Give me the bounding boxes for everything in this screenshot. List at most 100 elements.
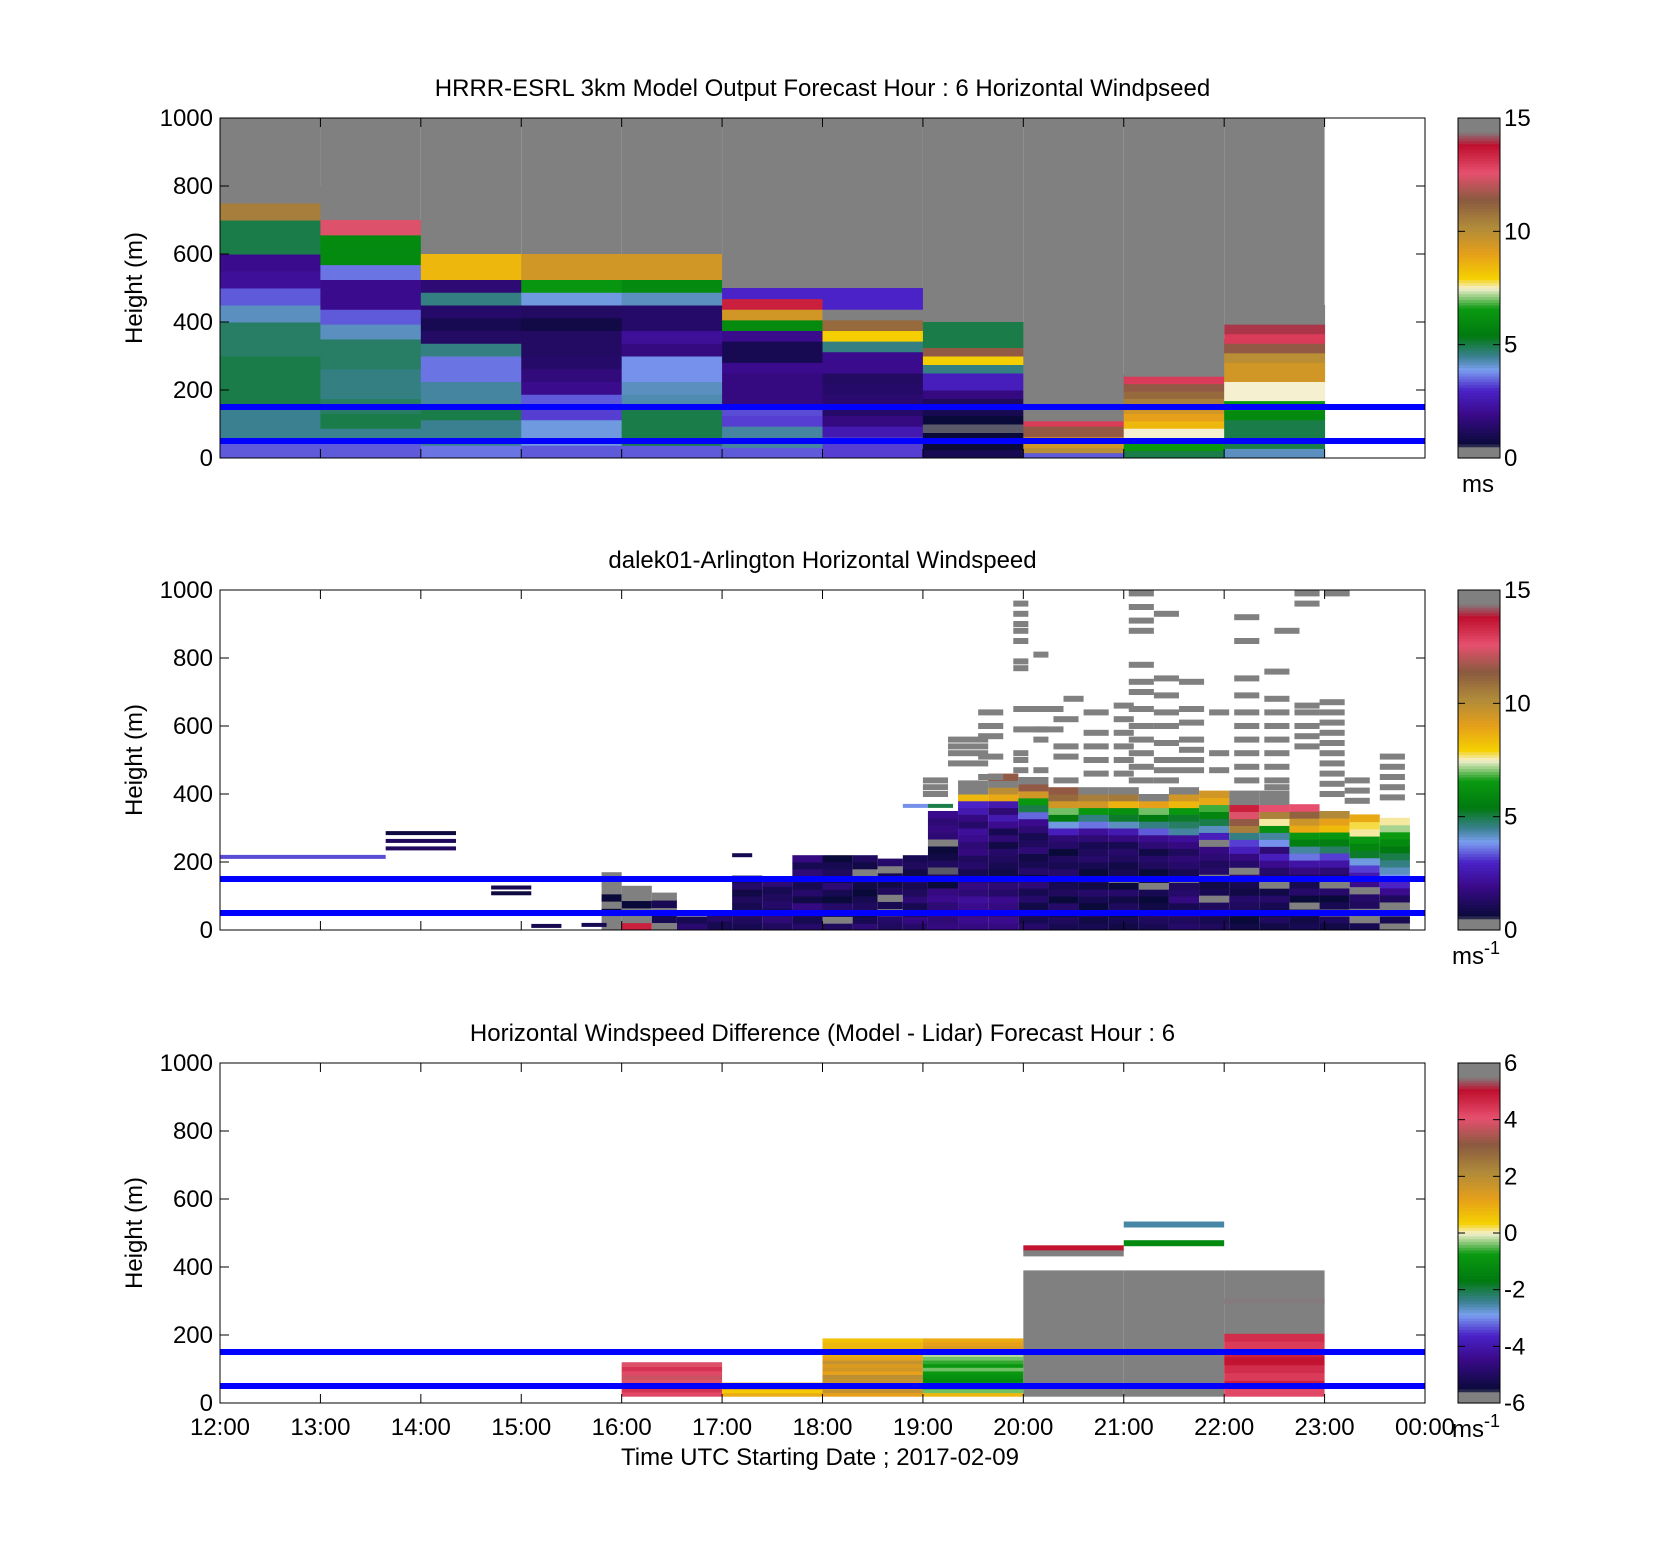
colorbar-tick-label: 0 <box>1504 917 1517 944</box>
colorbar-segment <box>1458 881 1500 886</box>
colorbar-segment <box>1458 330 1500 334</box>
heatmap-cell <box>1319 881 1350 889</box>
heatmap-cell <box>927 825 959 833</box>
colorbar-segment <box>1458 1318 1500 1322</box>
heatmap-cell <box>958 780 989 788</box>
heatmap-cell <box>1229 916 1260 924</box>
heatmap-cell <box>1123 450 1225 459</box>
heatmap-cell <box>1199 846 1230 854</box>
colorbar-segment <box>1458 319 1500 323</box>
heatmap-missing-dash <box>1113 770 1134 777</box>
heatmap-cell <box>621 266 723 280</box>
heatmap-cell <box>320 368 422 385</box>
colorbar-segment <box>1458 1122 1500 1126</box>
colorbar-segment <box>1458 1369 1500 1373</box>
heatmap-cell <box>1018 853 1049 861</box>
heatmap-cell <box>1048 841 1079 849</box>
y-tick-label: 1000 <box>160 577 213 604</box>
heatmap-cell <box>1229 797 1260 806</box>
heatmap-cell <box>621 1387 723 1393</box>
heatmap-cell <box>902 902 928 911</box>
heatmap-cell <box>958 896 989 904</box>
heatmap-cell <box>1023 442 1125 448</box>
heatmap-cell <box>1229 902 1260 910</box>
heatmap-cell <box>988 855 1019 863</box>
colorbar-segment <box>1458 853 1500 857</box>
colorbar-segment <box>1458 356 1500 360</box>
colorbar-segment <box>1458 1184 1500 1189</box>
heatmap-cell <box>822 923 853 931</box>
colorbar-segment <box>1458 1286 1500 1291</box>
colorbar-segment <box>1458 774 1500 778</box>
y-tick-label: 400 <box>173 781 213 808</box>
heatmap-cell <box>1023 1301 1124 1311</box>
heatmap-cell <box>988 828 1019 836</box>
colorbar-segment <box>1458 1329 1500 1333</box>
heatmap-cell <box>1023 415 1125 422</box>
heatmap-cell <box>1048 828 1079 836</box>
x-tick-label: 23:00 <box>1295 1414 1355 1441</box>
heatmap-cell <box>1123 1309 1225 1319</box>
heatmap-missing-dash <box>1294 590 1320 597</box>
colorbar-segment <box>1458 1102 1500 1107</box>
heatmap-cell <box>722 319 823 331</box>
heatmap-cell <box>1289 839 1320 847</box>
heatmap-cell <box>1199 804 1230 813</box>
colorbar-segment <box>1458 248 1500 252</box>
colorbar-segment <box>1458 310 1500 315</box>
heatmap-cell <box>1379 838 1410 847</box>
heatmap-missing-dash <box>1294 733 1320 740</box>
heatmap-cell <box>1224 1388 1325 1397</box>
heatmap-cell <box>822 373 924 385</box>
colorbar-segment <box>1458 825 1500 829</box>
heatmap-cell <box>1349 857 1380 866</box>
heatmap-cell <box>1224 410 1326 421</box>
heatmap-cell <box>922 424 1024 433</box>
heatmap-cell <box>521 305 623 319</box>
heatmap-cell <box>1018 811 1049 820</box>
heatmap-cell <box>852 916 878 924</box>
colorbar-segment <box>1458 1080 1500 1084</box>
heatmap-cell <box>1078 834 1109 843</box>
heatmap-cell <box>1123 1372 1225 1381</box>
heatmap-cell-missing <box>1224 118 1325 305</box>
colorbar-segment <box>1458 1284 1500 1288</box>
heatmap-cell <box>732 916 763 924</box>
colorbar-segment <box>1458 126 1500 130</box>
figure-x-axis-label: Time UTC Starting Date ; 2017-02-09 <box>621 1444 1019 1471</box>
heatmap-cell <box>1199 790 1230 799</box>
heatmap-cell <box>621 330 723 344</box>
heatmap-cell <box>792 896 823 904</box>
heatmap-missing-dash <box>1319 750 1345 757</box>
colorbar-segment <box>1458 358 1500 363</box>
heatmap-cell <box>792 882 823 890</box>
colorbar-segment <box>1458 1145 1500 1149</box>
heatmap-cells <box>220 590 1410 931</box>
heatmap-missing-dash <box>1178 736 1205 743</box>
heatmap-segment <box>1123 1221 1225 1228</box>
heatmap-cell <box>1229 839 1260 847</box>
heatmap-cell <box>1123 383 1225 392</box>
heatmap-cell <box>722 1389 823 1394</box>
colorbar-segment <box>1458 683 1500 687</box>
colorbar-segment <box>1458 265 1500 269</box>
heatmap-cell <box>1023 1270 1124 1279</box>
heatmap-cell <box>621 922 652 931</box>
heatmap-cell <box>621 254 723 268</box>
colorbar-segment <box>1458 288 1500 292</box>
heatmap-cell <box>902 868 928 877</box>
heatmap-cell <box>1048 896 1079 904</box>
colorbar-segment <box>1458 208 1500 213</box>
heatmap-cell <box>1259 839 1290 847</box>
heatmap-missing-dash <box>1128 736 1154 743</box>
heatmap-cell <box>1123 1364 1225 1374</box>
colorbar-segment <box>1458 1148 1500 1152</box>
colorbar-segment <box>1458 669 1500 673</box>
colorbar-segment <box>1458 913 1500 917</box>
colorbar-segment <box>1458 700 1500 704</box>
heatmap-cell <box>1229 860 1260 868</box>
y-tick-label: 1000 <box>160 1050 213 1077</box>
heatmap-cell <box>1023 1325 1124 1334</box>
colorbar-tick-label: -2 <box>1504 1277 1525 1304</box>
